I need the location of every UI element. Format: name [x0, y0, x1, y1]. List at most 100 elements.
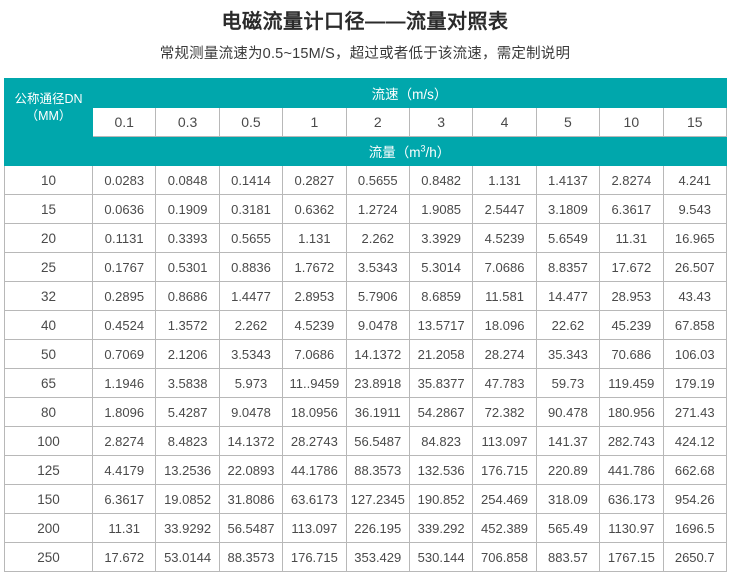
flow-value-cell: 0.6362	[282, 194, 347, 224]
flow-value-cell: 11.581	[472, 281, 537, 311]
dn-value-cell: 40	[4, 310, 93, 340]
flow-value-cell: 1.1946	[91, 368, 157, 398]
table-row: 40 0.4524 1.3572 2.262 4.5239 9.0478 13.5717 18…	[4, 310, 727, 340]
flow-value-cell: 0.0848	[155, 165, 220, 195]
flow-value-cell: 9.0478	[218, 397, 284, 427]
flow-value-cell: 9.543	[662, 194, 727, 224]
table-row: 250 17.672 53.0144 88.3573 176.715 353.429 530…	[4, 542, 727, 572]
speed-header-5: 3	[408, 107, 474, 137]
flow-value-cell: 1.9085	[408, 194, 474, 224]
flow-value-cell: 72.382	[472, 397, 537, 427]
flow-label-prefix: 流量（m	[368, 145, 421, 160]
flow-value-cell: 1767.15	[599, 542, 664, 572]
flow-value-cell: 18.096	[472, 310, 537, 340]
flow-value-cell: 565.49	[535, 513, 601, 543]
flow-value-cell: 56.5487	[218, 513, 284, 543]
flow-value-cell: 0.8836	[218, 252, 284, 282]
flow-value-cell: 90.478	[535, 397, 601, 427]
flow-value-cell: 180.956	[599, 397, 664, 427]
dn-value-cell: 25	[4, 252, 93, 282]
flow-value-cell: 5.4287	[155, 397, 220, 427]
flow-value-cell: 0.1909	[155, 194, 220, 224]
flow-value-cell: 5.7906	[345, 281, 410, 311]
flow-value-cell: 0.3181	[218, 194, 284, 224]
flow-value-cell: 35.343	[535, 339, 601, 369]
dn-value-cell: 125	[4, 455, 93, 485]
title-block: 电磁流量计口径——流量对照表 常规测量流速为0.5~15M/S，超过或者低于该流…	[0, 0, 730, 66]
flow-value-cell: 119.459	[599, 368, 664, 398]
table-container: 公称通径DN （MM） 流速（m/s） 0.1 0.3 0.5 1 2 3 4 5 10 15 流…	[4, 78, 727, 572]
flow-group-spacer	[4, 136, 93, 166]
flow-value-cell: 179.19	[662, 368, 727, 398]
flow-value-cell: 353.429	[345, 542, 410, 572]
dn-header-line2: （MM）	[25, 108, 72, 123]
flow-label-suffix: /h）	[425, 145, 451, 160]
flow-value-cell: 53.0144	[155, 542, 220, 572]
dn-value-cell: 65	[4, 368, 93, 398]
flow-value-cell: 11.31	[599, 223, 664, 253]
flow-value-cell: 7.0686	[472, 252, 537, 282]
flow-value-cell: 1.4137	[535, 165, 601, 195]
flow-value-cell: 176.715	[282, 542, 347, 572]
flow-value-cell: 0.4524	[91, 310, 157, 340]
flow-label-superscript: 3	[420, 143, 426, 154]
flow-value-cell: 6.3617	[599, 194, 664, 224]
flow-value-cell: 441.786	[599, 455, 664, 485]
flow-value-cell: 636.173	[599, 484, 664, 514]
flow-value-cell: 5.973	[218, 368, 284, 398]
header-row-group: 公称通径DN （MM） 流速（m/s）	[4, 78, 727, 137]
flow-value-cell: 45.239	[599, 310, 664, 340]
table-row: 200 11.31 33.9292 56.5487 113.097 226.195 339.…	[4, 513, 727, 543]
flow-value-cell: 44.1786	[282, 455, 347, 485]
table-body: 10 0.0283 0.0848 0.1414 0.2827 0.5655 0.8482 1.…	[4, 165, 727, 572]
flow-value-cell: 452.389	[472, 513, 537, 543]
flow-value-cell: 254.469	[472, 484, 537, 514]
flow-value-cell: 1.131	[282, 223, 347, 253]
flow-value-cell: 1130.97	[599, 513, 664, 543]
flow-value-cell: 36.1911	[345, 397, 410, 427]
flow-value-cell: 28.274	[472, 339, 537, 369]
dn-value-cell: 100	[4, 426, 93, 456]
flow-value-cell: 0.8482	[408, 165, 474, 195]
flow-value-cell: 0.1131	[91, 223, 157, 253]
dn-value-cell: 250	[4, 542, 93, 572]
flow-value-cell: 59.73	[535, 368, 601, 398]
speed-header-4: 2	[345, 107, 410, 137]
flow-value-cell: 127.2345	[345, 484, 410, 514]
dn-header-line1: 公称通径DN	[14, 91, 83, 106]
flow-value-cell: 1.131	[472, 165, 537, 195]
flow-value-cell: 63.6173	[282, 484, 347, 514]
table-row: 65 1.1946 3.5838 5.973 11..9459 23.8918 35.837…	[4, 368, 727, 398]
flow-value-cell: 0.5301	[155, 252, 220, 282]
flow-comparison-table: 公称通径DN （MM） 流速（m/s） 0.1 0.3 0.5 1 2 3 4 5 10 15 流…	[4, 78, 727, 572]
speed-header-9: 15	[662, 107, 727, 137]
flow-value-cell: 1.4477	[218, 281, 284, 311]
table-head: 公称通径DN （MM） 流速（m/s） 0.1 0.3 0.5 1 2 3 4 5 10 15 流…	[4, 78, 727, 166]
flow-value-cell: 4.5239	[472, 223, 537, 253]
flow-value-cell: 2.8274	[599, 165, 664, 195]
flow-value-cell: 424.12	[662, 426, 727, 456]
flow-value-cell: 54.2867	[408, 397, 474, 427]
flow-value-cell: 1.2724	[345, 194, 410, 224]
flow-value-cell: 8.4823	[155, 426, 220, 456]
flow-value-cell: 706.858	[472, 542, 537, 572]
dn-value-cell: 32	[4, 281, 93, 311]
flow-value-cell: 70.686	[599, 339, 664, 369]
speed-group-header: 流速（m/s）	[92, 78, 727, 108]
dn-value-cell: 50	[4, 339, 93, 369]
page-title: 电磁流量计口径——流量对照表	[221, 11, 509, 33]
flow-value-cell: 21.2058	[408, 339, 474, 369]
flow-value-cell: 28.2743	[282, 426, 347, 456]
flow-value-cell: 2.262	[345, 223, 410, 253]
flow-value-cell: 8.8357	[535, 252, 601, 282]
page-subtitle: 常规测量流速为0.5~15M/S，超过或者低于该流速，需定制说明	[159, 46, 571, 62]
table-row: 125 4.4179 13.2536 22.0893 44.1786 88.3573 132…	[4, 455, 727, 485]
flow-value-cell: 190.852	[408, 484, 474, 514]
flow-value-cell: 530.144	[408, 542, 474, 572]
flow-value-cell: 26.507	[662, 252, 727, 282]
flow-value-cell: 113.097	[472, 426, 537, 456]
flow-value-cell: 22.0893	[218, 455, 284, 485]
flow-value-cell: 113.097	[282, 513, 347, 543]
flow-value-cell: 14.477	[535, 281, 601, 311]
